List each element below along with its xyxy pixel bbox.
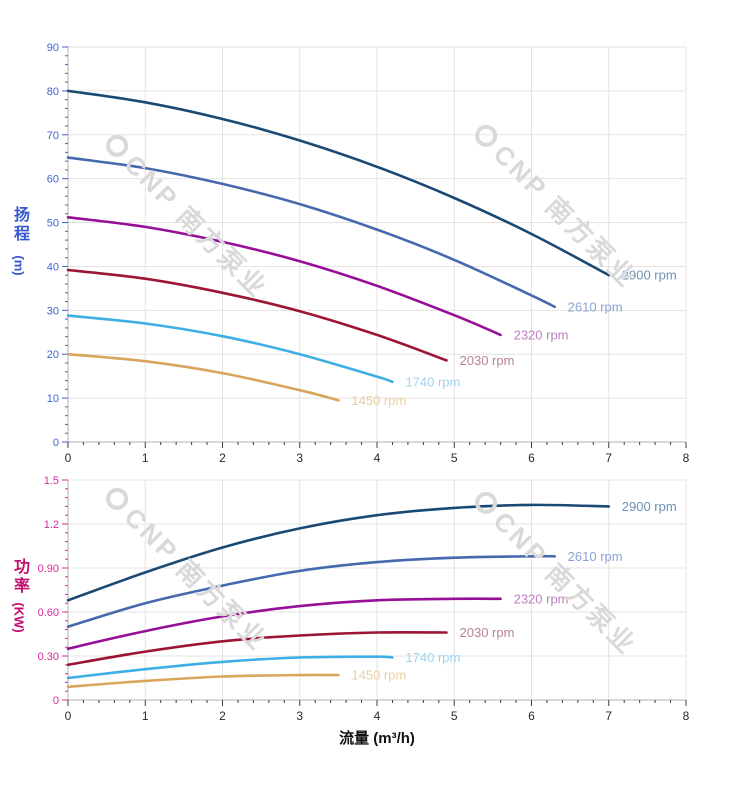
x-tick-label: 5 [451, 709, 458, 723]
series-label-1740-rpm: 1740 rpm [405, 374, 460, 389]
x-tick-label: 0 [65, 451, 72, 465]
power-axis-title: 功率 (KW) [4, 558, 34, 633]
series-label-1740-rpm: 1740 rpm [405, 650, 460, 665]
y-tick-label: 60 [47, 174, 59, 186]
head-axis-title: 扬程 (m) [4, 206, 34, 276]
x-tick-label: 5 [451, 451, 458, 465]
x-tick-label: 2 [219, 451, 226, 465]
series-label-1450-rpm: 1450 rpm [351, 668, 406, 683]
x-tick-label: 6 [528, 709, 535, 723]
y-tick-label: 0 [53, 437, 59, 449]
power-axis-title-text: 功率 [11, 558, 28, 596]
x-tick-label: 1 [142, 451, 149, 465]
y-tick-label: 40 [47, 261, 59, 273]
series-label-2030-rpm: 2030 rpm [460, 353, 515, 368]
curve-2320-rpm [66, 597, 502, 650]
x-tick-label: 3 [296, 709, 303, 723]
curve-1740-rpm [66, 314, 394, 384]
x-tick-label: 4 [374, 451, 381, 465]
y-tick-label: 0.60 [38, 607, 59, 619]
series-label-2320-rpm: 2320 rpm [514, 591, 569, 606]
series-label-2320-rpm: 2320 rpm [514, 327, 569, 342]
y-tick-label: 1.2 [44, 519, 59, 531]
series-label-2900-rpm: 2900 rpm [622, 268, 677, 283]
curve-2900-rpm [66, 503, 611, 602]
y-tick-label: 30 [47, 305, 59, 317]
curve-2030-rpm [66, 268, 448, 362]
y-tick-label: 80 [47, 86, 59, 98]
y-tick-label: 0 [53, 695, 59, 707]
curve-2610-rpm [66, 554, 556, 628]
curve-2320-rpm [66, 216, 502, 337]
x-tick-label: 8 [683, 709, 690, 723]
x-tick-label: 2 [219, 709, 226, 723]
y-tick-label: 0.90 [38, 563, 59, 575]
x-tick-label: 7 [605, 709, 612, 723]
x-tick-label: 0 [65, 709, 72, 723]
x-tick-label: 3 [296, 451, 303, 465]
series-label-1450-rpm: 1450 rpm [351, 393, 406, 408]
curve-1450-rpm [66, 673, 340, 689]
y-tick-label: 20 [47, 349, 59, 361]
flow-axis-title: 流量 (m³/h) [339, 730, 415, 747]
head-axis-title-text: 扬程 [11, 206, 28, 244]
series-label-2610-rpm: 2610 rpm [568, 299, 623, 314]
curve-1450-rpm [66, 352, 340, 402]
curve-2030-rpm [66, 630, 448, 667]
curve-2900-rpm [66, 89, 611, 277]
y-tick-label: 90 [47, 42, 59, 54]
head-chart: 0 10 20 30 40 50 60 70 80 90 0 1 2 3 4 5 6 7 8 2900 rpm 2610… [47, 42, 690, 465]
power-axis-unit: (KW) [11, 602, 27, 633]
series-label-2030-rpm: 2030 rpm [460, 625, 515, 640]
x-tick-label: 1 [142, 709, 149, 723]
x-tick-label: 6 [528, 451, 535, 465]
y-tick-label: 1.5 [44, 475, 59, 487]
series-label-2610-rpm: 2610 rpm [568, 549, 623, 564]
head-axis-unit: (m) [11, 255, 27, 276]
curve-1740-rpm [66, 655, 394, 680]
y-tick-label: 70 [47, 130, 59, 142]
x-tick-label: 8 [683, 451, 690, 465]
y-tick-label: 0.30 [38, 651, 59, 663]
y-tick-label: 10 [47, 393, 59, 405]
y-tick-label: 50 [47, 218, 59, 230]
x-tick-label: 7 [605, 451, 612, 465]
series-label-2900-rpm: 2900 rpm [622, 499, 677, 514]
curve-2610-rpm [66, 156, 556, 309]
power-chart: 0 0.30 0.60 0.90 1.2 1.5 0 1 2 3 4 5 6 7 8 2900 rpm 2610… [38, 475, 690, 723]
x-tick-label: 4 [374, 709, 381, 723]
